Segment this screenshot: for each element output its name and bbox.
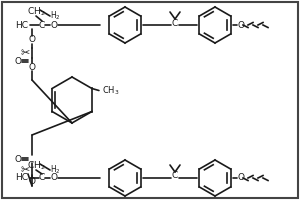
Text: ✂: ✂ <box>20 48 30 58</box>
Text: C: C <box>39 21 45 29</box>
Text: O: O <box>14 156 22 164</box>
Text: HC: HC <box>15 21 28 29</box>
Text: O: O <box>50 173 58 182</box>
Text: O: O <box>50 21 58 29</box>
Text: O: O <box>238 21 245 29</box>
Text: CH$_3$: CH$_3$ <box>102 84 119 97</box>
Text: C: C <box>172 171 178 180</box>
Text: C: C <box>39 173 45 182</box>
Text: O: O <box>28 178 35 186</box>
Text: O: O <box>28 36 35 45</box>
Text: C: C <box>172 19 178 27</box>
Text: HC: HC <box>15 173 28 182</box>
Text: H$_2$: H$_2$ <box>50 164 61 176</box>
Text: H$_2$: H$_2$ <box>50 10 61 22</box>
Text: O: O <box>238 173 245 182</box>
Text: CH$_2$: CH$_2$ <box>27 160 45 172</box>
Text: O: O <box>28 62 35 72</box>
Text: CH$_2$: CH$_2$ <box>27 6 45 18</box>
Text: ✂: ✂ <box>20 165 30 175</box>
Text: O: O <box>14 58 22 66</box>
